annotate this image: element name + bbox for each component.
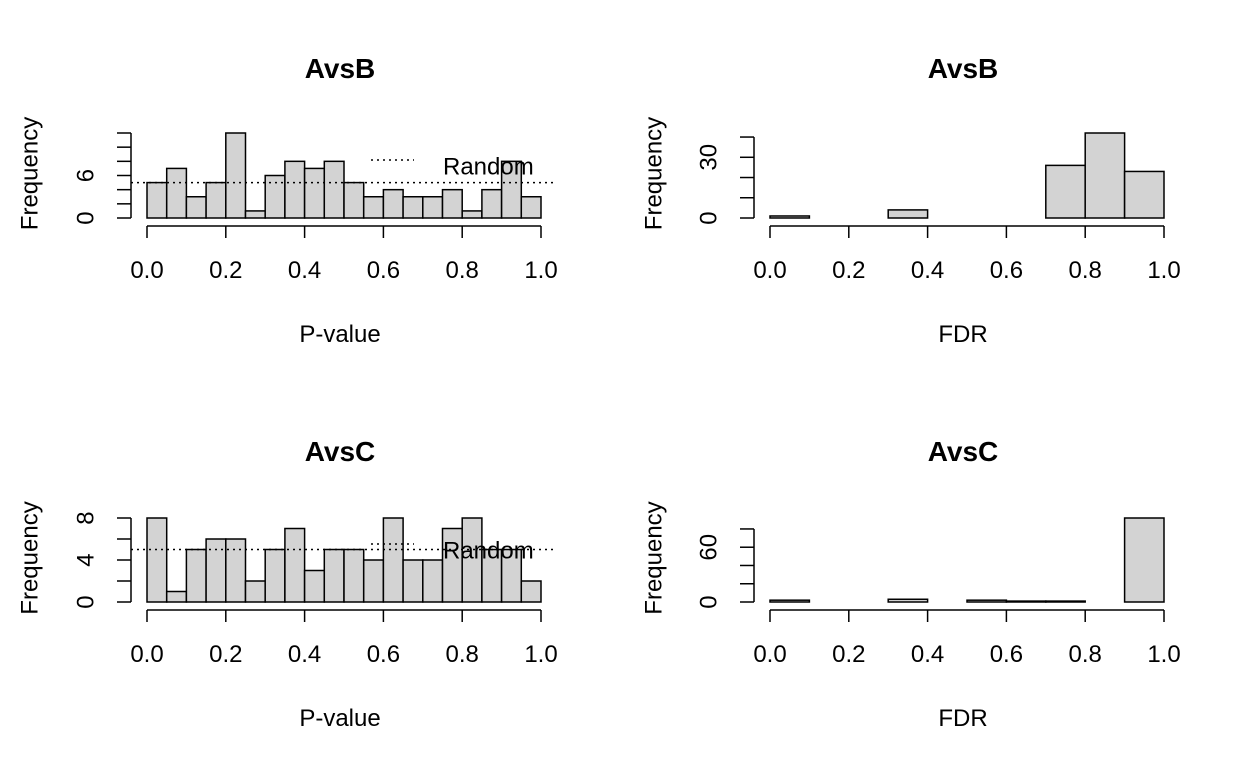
histogram-bar	[303, 167, 326, 219]
x-axis-label: P-value	[299, 321, 380, 348]
histogram-bar	[205, 538, 227, 603]
histogram-bar	[481, 188, 503, 219]
x-tick-label: 0.8	[446, 641, 479, 668]
x-axis-label: P-value	[299, 705, 380, 732]
histogram-bar	[382, 188, 404, 219]
x-tick-label: 1.0	[1147, 257, 1180, 284]
x-tick-label: 0.6	[990, 641, 1023, 668]
histogram-bar	[500, 548, 523, 603]
histogram-panel-2: AvsB FDR Frequency 0.0 0.2 0.4 0.6 0.8 1.0 0 30	[640, 53, 1180, 348]
y-tick-label: 0	[72, 211, 99, 224]
histogram-bar	[146, 181, 168, 219]
y-axis-label: Frequency	[16, 117, 43, 230]
x-axis-label: FDR	[938, 705, 987, 732]
x-tick-label: 0.8	[1069, 257, 1102, 284]
y-tick-label: 8	[72, 511, 99, 524]
histogram-bar	[1045, 600, 1086, 603]
chart-title: AvsB	[305, 53, 376, 84]
x-tick-label: 0.6	[990, 257, 1023, 284]
legend-label: Random	[443, 537, 534, 564]
x-tick-label: 0.0	[753, 641, 786, 668]
histogram-bar	[284, 160, 306, 219]
chart-title: AvsC	[305, 436, 376, 467]
histogram-bar	[500, 160, 523, 219]
histogram-bar	[225, 132, 247, 219]
x-tick-label: 0.0	[130, 641, 163, 668]
x-tick-label: 0.8	[1069, 641, 1102, 668]
x-tick-label: 1.0	[524, 257, 557, 284]
x-tick-label: 0.2	[832, 641, 865, 668]
histogram-bar	[1123, 517, 1165, 603]
histogram-bar	[225, 538, 247, 603]
histogram-bar	[1005, 600, 1047, 603]
x-tick-label: 1.0	[524, 641, 557, 668]
y-tick-label: 0	[695, 595, 722, 608]
x-tick-label: 0.6	[367, 641, 400, 668]
histogram-bar	[1084, 132, 1126, 219]
histogram-bar	[966, 599, 1008, 603]
histogram-panel-1: AvsB P-value Frequency 0.0 0.2 0.4 0.6 0.8 1.0 0 6…	[16, 53, 557, 348]
x-tick-label: 0.2	[832, 257, 865, 284]
histogram-bar	[185, 548, 207, 603]
histogram-bar	[441, 188, 463, 219]
histogram-bar	[146, 517, 168, 603]
chart-title: AvsC	[928, 436, 999, 467]
y-tick-label: 0	[72, 595, 99, 608]
x-tick-label: 0.4	[911, 641, 944, 668]
histogram-bar	[323, 160, 345, 219]
y-tick-label: 0	[695, 211, 722, 224]
histogram-bar	[244, 580, 266, 603]
histogram-bar	[1123, 170, 1165, 219]
histogram-bar	[887, 598, 929, 603]
histogram-bar	[185, 196, 207, 219]
histogram-bar	[402, 196, 424, 219]
histogram-bar	[520, 580, 542, 603]
histogram-bar	[461, 210, 483, 219]
histogram-bar	[402, 559, 424, 603]
y-tick-label: 4	[72, 553, 99, 566]
histogram-bar	[323, 548, 345, 603]
histogram-bar	[165, 167, 188, 219]
histogram-bar	[422, 196, 444, 219]
histogram-bar	[1045, 164, 1086, 219]
histogram-bar	[422, 559, 444, 603]
legend-label: Random	[443, 153, 534, 180]
y-axis-label: Frequency	[16, 501, 43, 614]
x-tick-label: 0.2	[209, 257, 242, 284]
y-tick-label: 30	[695, 144, 722, 171]
histogram-bar	[382, 517, 404, 603]
histogram-bar	[303, 569, 326, 603]
histogram-bar	[362, 196, 385, 219]
x-tick-label: 1.0	[1147, 641, 1180, 668]
x-tick-label: 0.2	[209, 641, 242, 668]
x-tick-label: 0.4	[288, 641, 321, 668]
x-tick-label: 0.8	[446, 257, 479, 284]
histogram-bar	[769, 599, 811, 603]
histogram-bar	[520, 196, 542, 219]
x-axis-label: FDR	[938, 321, 987, 348]
histogram-bar	[769, 215, 811, 219]
histogram-bar	[264, 548, 286, 603]
x-tick-label: 0.6	[367, 257, 400, 284]
histogram-bar	[205, 181, 227, 219]
x-tick-label: 0.4	[288, 257, 321, 284]
histogram-bar	[165, 590, 188, 603]
y-axis-label: Frequency	[640, 501, 667, 614]
histogram-panel-4: AvsC FDR Frequency 0.0 0.2 0.4 0.6 0.8 1.0 0 60	[640, 436, 1180, 732]
histogram-bar	[244, 210, 266, 219]
histogram-bar	[887, 209, 929, 219]
histogram-bar	[343, 548, 365, 603]
histogram-bar	[343, 181, 365, 219]
x-tick-label: 0.4	[911, 257, 944, 284]
y-tick-label: 6	[72, 169, 99, 182]
histogram-panel-3: AvsC P-value Frequency 0.0 0.2 0.4 0.6 0.8 1.0 0 4…	[16, 436, 557, 732]
histogram-bar	[284, 527, 306, 603]
y-axis-label: Frequency	[640, 117, 667, 230]
chart-title: AvsB	[928, 53, 999, 84]
x-tick-label: 0.0	[130, 257, 163, 284]
y-tick-label: 60	[695, 534, 722, 561]
x-tick-label: 0.0	[753, 257, 786, 284]
histogram-bar	[362, 559, 385, 603]
